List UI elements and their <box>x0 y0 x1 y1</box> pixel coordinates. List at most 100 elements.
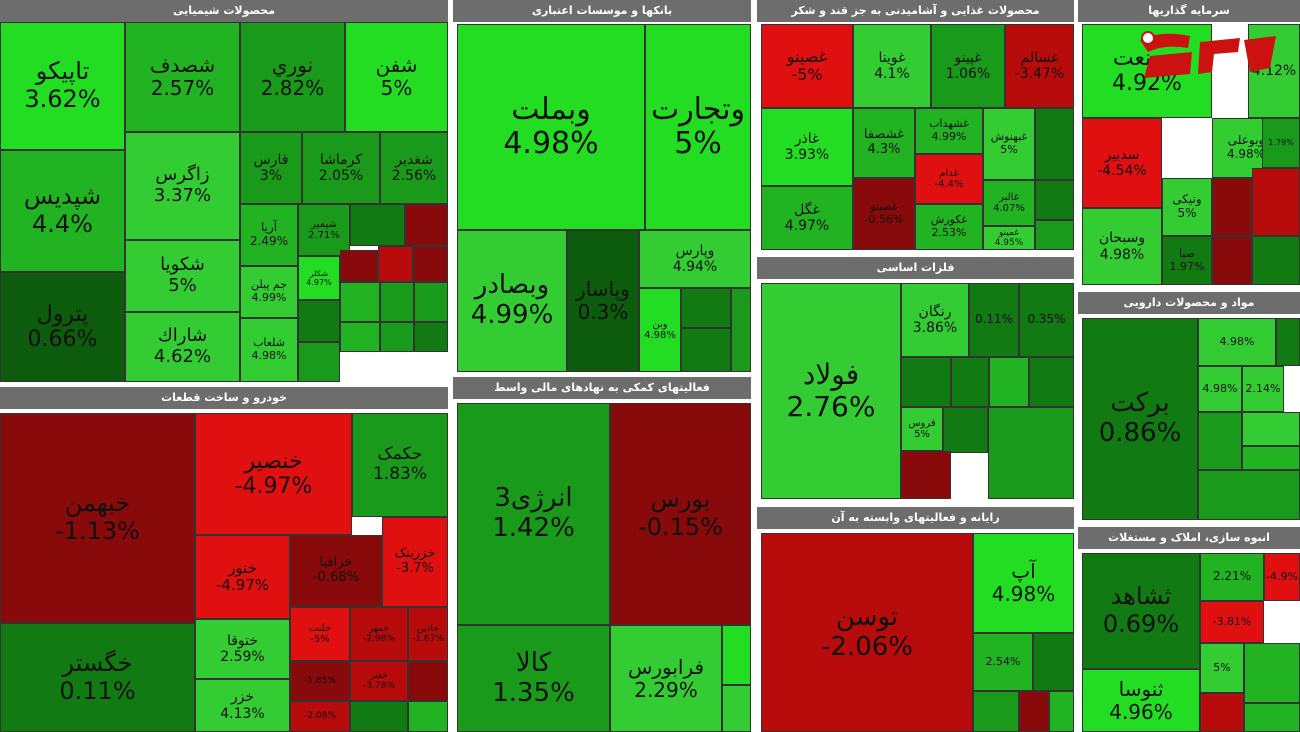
stock-tile[interactable] <box>340 322 380 352</box>
stock-tile[interactable] <box>1033 633 1074 691</box>
stock-tile[interactable]: ثشاهد 0.69% <box>1082 553 1200 669</box>
stock-tile[interactable]: فرابورس 2.29% <box>610 625 722 732</box>
stock-tile[interactable]: وپاسار 0.3% <box>567 230 639 372</box>
stock-tile[interactable] <box>722 625 751 685</box>
stock-tile[interactable] <box>298 300 340 342</box>
stock-tile[interactable] <box>1049 691 1074 732</box>
stock-tile[interactable]: خگستر 0.11% <box>0 623 195 732</box>
stock-tile[interactable]: فارس 3% <box>240 132 302 204</box>
stock-tile[interactable] <box>1212 178 1252 236</box>
stock-tile[interactable]: خنصیر -4.97% <box>195 413 352 535</box>
stock-tile[interactable]: وسبحان 4.98% <box>1082 208 1162 285</box>
stock-tile[interactable]: 0.11% <box>969 283 1019 357</box>
stock-tile[interactable]: غوینا 4.1% <box>853 24 931 108</box>
stock-tile[interactable] <box>414 282 448 322</box>
stock-tile[interactable] <box>340 250 378 282</box>
stock-tile[interactable]: وپارس 4.94% <box>639 230 751 288</box>
stock-tile[interactable]: 5% <box>1200 643 1244 693</box>
stock-tile[interactable] <box>1198 470 1300 520</box>
stock-tile[interactable]: 4.98% <box>1198 318 1276 366</box>
stock-tile[interactable] <box>1242 446 1300 470</box>
stock-tile[interactable]: شفن 5% <box>345 22 448 132</box>
stock-tile[interactable]: -1.85% <box>290 661 350 701</box>
stock-tile[interactable] <box>1252 168 1300 236</box>
stock-tile[interactable]: سدبیر -4.54% <box>1082 118 1162 208</box>
stock-tile[interactable] <box>1242 412 1300 446</box>
stock-tile[interactable]: خاذین -1.67% <box>408 607 448 661</box>
stock-tile[interactable] <box>413 246 448 282</box>
stock-tile[interactable]: 1.79% <box>1262 118 1300 168</box>
stock-tile[interactable]: شپدیس 4.4% <box>0 150 125 272</box>
stock-tile[interactable]: وتجارت 5% <box>645 24 751 230</box>
stock-tile[interactable] <box>988 407 1074 499</box>
stock-tile[interactable]: ختوقا 2.59% <box>195 619 290 679</box>
stock-tile[interactable]: غسالم -3.47% <box>1005 24 1074 108</box>
stock-tile[interactable]: بورس -0.15% <box>610 403 751 625</box>
stock-tile[interactable]: غگل 4.97% <box>761 186 853 250</box>
stock-tile[interactable] <box>1244 703 1300 732</box>
stock-tile[interactable] <box>380 322 414 352</box>
stock-tile[interactable]: شلعاب 4.98% <box>240 318 298 382</box>
stock-tile[interactable]: غشهداب 4.99% <box>915 108 983 154</box>
stock-tile[interactable] <box>1035 220 1074 250</box>
stock-tile[interactable]: 2.54% <box>973 633 1033 691</box>
stock-tile[interactable] <box>1198 412 1242 470</box>
stock-tile[interactable]: -2.08% <box>290 701 350 732</box>
stock-tile[interactable]: غبهنوش 5% <box>983 108 1035 180</box>
stock-tile[interactable]: خزرینک -3.7% <box>382 517 448 607</box>
stock-tile[interactable] <box>1035 108 1074 180</box>
stock-tile[interactable] <box>1019 691 1049 732</box>
stock-tile[interactable]: کالا 1.35% <box>457 625 610 732</box>
stock-tile[interactable]: فروس 5% <box>901 407 943 451</box>
stock-tile[interactable] <box>989 357 1029 407</box>
stock-tile[interactable] <box>1035 180 1074 220</box>
stock-tile[interactable]: شغدیر 2.56% <box>380 132 448 204</box>
stock-tile[interactable]: آپ 4.98% <box>973 533 1074 633</box>
stock-tile[interactable]: خمهر -2.98% <box>350 607 408 661</box>
stock-tile[interactable]: ثنوسا 4.96% <box>1082 669 1200 732</box>
stock-tile[interactable]: غالبر 4.07% <box>983 180 1035 226</box>
stock-tile[interactable]: جم پیلن 4.99% <box>240 266 298 318</box>
stock-tile[interactable] <box>951 357 989 407</box>
stock-tile[interactable] <box>414 322 448 352</box>
stock-tile[interactable] <box>1212 236 1252 285</box>
stock-tile[interactable]: انرژی3 1.42% <box>457 403 610 625</box>
stock-tile[interactable]: فولاد 2.76% <box>761 283 901 499</box>
stock-tile[interactable]: خنور -4.97% <box>195 535 290 619</box>
stock-tile[interactable] <box>1244 643 1300 703</box>
stock-tile[interactable]: غصینو -0.56% <box>853 178 915 250</box>
stock-tile[interactable]: کرماشا 2.05% <box>302 132 380 204</box>
stock-tile[interactable]: خفتر -3.78% <box>350 661 408 701</box>
stock-tile[interactable]: شکویا 5% <box>125 240 240 312</box>
stock-tile[interactable]: 2.21% <box>1200 553 1264 601</box>
stock-tile[interactable]: خرافیا -0.68% <box>290 535 382 607</box>
stock-tile[interactable] <box>350 204 405 246</box>
stock-tile[interactable] <box>380 282 414 322</box>
stock-tile[interactable]: صبا 1.97% <box>1162 236 1212 285</box>
stock-tile[interactable]: شیمیر 2.71% <box>298 204 350 256</box>
stock-tile[interactable]: -4.9% <box>1264 553 1300 601</box>
stock-tile[interactable]: توسن -2.06% <box>761 533 973 732</box>
stock-tile[interactable]: رنگان 3.86% <box>901 283 969 357</box>
stock-tile[interactable]: خزر 4.13% <box>195 679 290 732</box>
stock-tile[interactable]: شکلر 4.97% <box>298 256 340 300</box>
stock-tile[interactable] <box>943 407 988 453</box>
stock-tile[interactable] <box>722 685 751 732</box>
stock-tile[interactable] <box>378 246 413 282</box>
stock-tile[interactable]: ونیکی 5% <box>1162 178 1212 236</box>
stock-tile[interactable]: غپینو 1.06% <box>931 24 1005 108</box>
stock-tile[interactable]: زاگرس 3.37% <box>125 132 240 240</box>
stock-tile[interactable] <box>405 204 448 246</box>
stock-tile[interactable] <box>408 661 448 701</box>
stock-tile[interactable]: نوري 2.82% <box>240 22 345 132</box>
stock-tile[interactable]: برکت 0.86% <box>1082 318 1198 520</box>
stock-tile[interactable] <box>340 282 380 322</box>
stock-tile[interactable]: خبهمن -1.13% <box>0 413 195 623</box>
stock-tile[interactable] <box>731 288 751 372</box>
stock-tile[interactable]: تاپیکو 3.62% <box>0 22 125 150</box>
stock-tile[interactable]: 2.14% <box>1242 366 1284 412</box>
stock-tile[interactable]: غمینو 4.95% <box>983 226 1035 250</box>
stock-tile[interactable]: آریا 2.49% <box>240 204 298 266</box>
stock-tile[interactable]: وبملت 4.98% <box>457 24 645 230</box>
stock-tile[interactable]: شاراك 4.62% <box>125 312 240 382</box>
